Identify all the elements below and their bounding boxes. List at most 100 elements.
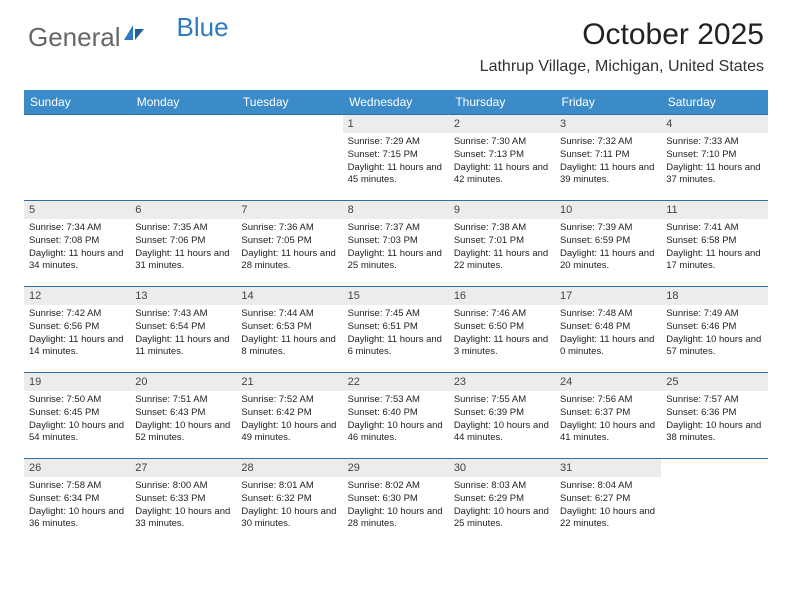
calendar-cell: 25Sunrise: 7:57 AMSunset: 6:36 PMDayligh… [661,373,767,459]
day-number: 26 [24,459,130,477]
day-body: Sunrise: 7:56 AMSunset: 6:37 PMDaylight:… [555,391,661,448]
calendar-cell: 18Sunrise: 7:49 AMSunset: 6:46 PMDayligh… [661,287,767,373]
day-number: 20 [130,373,236,391]
day-body: Sunrise: 8:03 AMSunset: 6:29 PMDaylight:… [449,477,555,534]
day-body: Sunrise: 7:57 AMSunset: 6:36 PMDaylight:… [661,391,767,448]
calendar-cell: 31Sunrise: 8:04 AMSunset: 6:27 PMDayligh… [555,459,661,545]
day-body: Sunrise: 7:39 AMSunset: 6:59 PMDaylight:… [555,219,661,276]
weekday-header-row: SundayMondayTuesdayWednesdayThursdayFrid… [24,90,768,115]
calendar-row: 1Sunrise: 7:29 AMSunset: 7:15 PMDaylight… [24,115,768,201]
calendar-cell: 6Sunrise: 7:35 AMSunset: 7:06 PMDaylight… [130,201,236,287]
day-number: 5 [24,201,130,219]
calendar-cell: 16Sunrise: 7:46 AMSunset: 6:50 PMDayligh… [449,287,555,373]
day-body: Sunrise: 7:44 AMSunset: 6:53 PMDaylight:… [236,305,342,362]
day-number: 27 [130,459,236,477]
calendar-row: 12Sunrise: 7:42 AMSunset: 6:56 PMDayligh… [24,287,768,373]
day-body: Sunrise: 8:04 AMSunset: 6:27 PMDaylight:… [555,477,661,534]
calendar-cell [24,115,130,201]
day-number: 3 [555,115,661,133]
logo-text-blue: Blue [177,12,229,43]
day-number: 19 [24,373,130,391]
calendar-cell: 28Sunrise: 8:01 AMSunset: 6:32 PMDayligh… [236,459,342,545]
day-number: 1 [343,115,449,133]
day-body: Sunrise: 7:52 AMSunset: 6:42 PMDaylight:… [236,391,342,448]
day-body: Sunrise: 8:00 AMSunset: 6:33 PMDaylight:… [130,477,236,534]
calendar-cell: 3Sunrise: 7:32 AMSunset: 7:11 PMDaylight… [555,115,661,201]
logo-sail-icon [123,18,145,49]
calendar-row: 26Sunrise: 7:58 AMSunset: 6:34 PMDayligh… [24,459,768,545]
day-body: Sunrise: 7:50 AMSunset: 6:45 PMDaylight:… [24,391,130,448]
calendar-cell: 9Sunrise: 7:38 AMSunset: 7:01 PMDaylight… [449,201,555,287]
weekday-header: Saturday [661,90,767,115]
calendar-cell: 20Sunrise: 7:51 AMSunset: 6:43 PMDayligh… [130,373,236,459]
day-body: Sunrise: 7:46 AMSunset: 6:50 PMDaylight:… [449,305,555,362]
day-body: Sunrise: 7:38 AMSunset: 7:01 PMDaylight:… [449,219,555,276]
page-title: October 2025 [480,18,764,52]
calendar-cell: 24Sunrise: 7:56 AMSunset: 6:37 PMDayligh… [555,373,661,459]
calendar-cell: 5Sunrise: 7:34 AMSunset: 7:08 PMDaylight… [24,201,130,287]
day-body: Sunrise: 7:33 AMSunset: 7:10 PMDaylight:… [661,133,767,190]
calendar-cell: 1Sunrise: 7:29 AMSunset: 7:15 PMDaylight… [343,115,449,201]
day-body: Sunrise: 7:55 AMSunset: 6:39 PMDaylight:… [449,391,555,448]
location-label: Lathrup Village, Michigan, United States [480,58,764,76]
day-number: 12 [24,287,130,305]
calendar-cell: 14Sunrise: 7:44 AMSunset: 6:53 PMDayligh… [236,287,342,373]
day-number: 25 [661,373,767,391]
day-number: 30 [449,459,555,477]
day-number: 21 [236,373,342,391]
calendar-cell: 11Sunrise: 7:41 AMSunset: 6:58 PMDayligh… [661,201,767,287]
day-number: 24 [555,373,661,391]
weekday-header: Tuesday [236,90,342,115]
day-body: Sunrise: 7:53 AMSunset: 6:40 PMDaylight:… [343,391,449,448]
day-number: 7 [236,201,342,219]
calendar-cell: 8Sunrise: 7:37 AMSunset: 7:03 PMDaylight… [343,201,449,287]
day-body: Sunrise: 8:01 AMSunset: 6:32 PMDaylight:… [236,477,342,534]
day-number: 28 [236,459,342,477]
weekday-header: Wednesday [343,90,449,115]
calendar-cell: 10Sunrise: 7:39 AMSunset: 6:59 PMDayligh… [555,201,661,287]
calendar-cell: 7Sunrise: 7:36 AMSunset: 7:05 PMDaylight… [236,201,342,287]
weekday-header: Thursday [449,90,555,115]
calendar-cell: 22Sunrise: 7:53 AMSunset: 6:40 PMDayligh… [343,373,449,459]
weekday-header: Monday [130,90,236,115]
calendar-cell: 27Sunrise: 8:00 AMSunset: 6:33 PMDayligh… [130,459,236,545]
day-number: 2 [449,115,555,133]
day-number: 14 [236,287,342,305]
calendar-cell [661,459,767,545]
calendar-cell: 2Sunrise: 7:30 AMSunset: 7:13 PMDaylight… [449,115,555,201]
day-number: 8 [343,201,449,219]
calendar-body: 1Sunrise: 7:29 AMSunset: 7:15 PMDaylight… [24,115,768,545]
day-number: 23 [449,373,555,391]
day-number: 6 [130,201,236,219]
calendar-cell: 21Sunrise: 7:52 AMSunset: 6:42 PMDayligh… [236,373,342,459]
day-body: Sunrise: 7:48 AMSunset: 6:48 PMDaylight:… [555,305,661,362]
day-number: 13 [130,287,236,305]
calendar-row: 5Sunrise: 7:34 AMSunset: 7:08 PMDaylight… [24,201,768,287]
calendar-cell: 17Sunrise: 7:48 AMSunset: 6:48 PMDayligh… [555,287,661,373]
calendar-cell: 13Sunrise: 7:43 AMSunset: 6:54 PMDayligh… [130,287,236,373]
day-body: Sunrise: 7:45 AMSunset: 6:51 PMDaylight:… [343,305,449,362]
header: General Blue October 2025 Lathrup Villag… [0,0,792,84]
day-body: Sunrise: 7:36 AMSunset: 7:05 PMDaylight:… [236,219,342,276]
calendar-cell: 23Sunrise: 7:55 AMSunset: 6:39 PMDayligh… [449,373,555,459]
day-body: Sunrise: 7:32 AMSunset: 7:11 PMDaylight:… [555,133,661,190]
day-number: 15 [343,287,449,305]
day-body: Sunrise: 7:29 AMSunset: 7:15 PMDaylight:… [343,133,449,190]
calendar-cell: 29Sunrise: 8:02 AMSunset: 6:30 PMDayligh… [343,459,449,545]
day-body: Sunrise: 7:35 AMSunset: 7:06 PMDaylight:… [130,219,236,276]
day-number: 29 [343,459,449,477]
day-body: Sunrise: 7:58 AMSunset: 6:34 PMDaylight:… [24,477,130,534]
day-body: Sunrise: 7:49 AMSunset: 6:46 PMDaylight:… [661,305,767,362]
day-number: 9 [449,201,555,219]
calendar-cell [130,115,236,201]
calendar-cell: 15Sunrise: 7:45 AMSunset: 6:51 PMDayligh… [343,287,449,373]
day-body: Sunrise: 7:41 AMSunset: 6:58 PMDaylight:… [661,219,767,276]
logo-text-general: General [28,22,121,53]
day-body: Sunrise: 7:30 AMSunset: 7:13 PMDaylight:… [449,133,555,190]
day-number: 22 [343,373,449,391]
calendar-cell: 30Sunrise: 8:03 AMSunset: 6:29 PMDayligh… [449,459,555,545]
day-number: 31 [555,459,661,477]
day-number: 10 [555,201,661,219]
day-number: 16 [449,287,555,305]
calendar-cell [236,115,342,201]
